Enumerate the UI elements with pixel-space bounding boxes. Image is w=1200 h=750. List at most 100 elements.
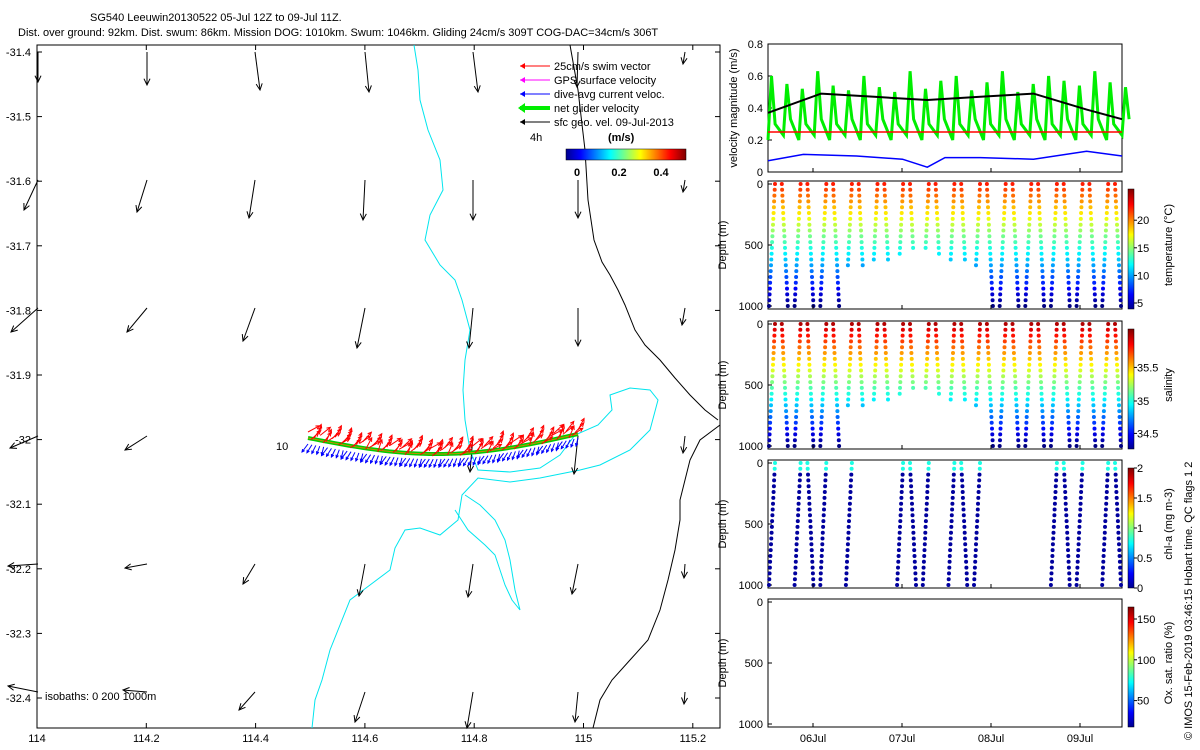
salinity-point: [998, 432, 1003, 437]
swim-arrow-head: [448, 436, 454, 442]
temperature-point: [1074, 298, 1079, 303]
chla-point: [965, 583, 970, 587]
salinity-point: [900, 327, 905, 332]
geo-arrow-head: [6, 683, 15, 691]
chla-point: [1048, 583, 1053, 587]
chla-point: [772, 472, 777, 477]
salinity-point: [936, 380, 941, 385]
swim-arrow: [538, 425, 545, 438]
temperature-point: [831, 187, 836, 192]
temperature-point: [1066, 286, 1071, 291]
swim-arrow-head: [449, 441, 454, 447]
chla-point: [1080, 466, 1085, 471]
temperature-point: [949, 234, 954, 239]
temperature-ytick-label: 1000: [739, 301, 763, 313]
salinity-point: [999, 415, 1004, 419]
temperature-point: [1078, 222, 1083, 227]
salinity-point: [1040, 415, 1045, 419]
salinity-point: [951, 345, 956, 350]
temperature-point: [1117, 269, 1122, 274]
temperature-point: [797, 199, 802, 204]
dac-arrow-head: [384, 461, 388, 466]
geo-arrow-head: [143, 78, 151, 87]
geo-arrow-head: [681, 697, 688, 706]
temperature-point: [1023, 304, 1028, 308]
salinity-point: [811, 438, 816, 443]
salinity-point: [933, 322, 938, 326]
legend-dac-arrowhead: [520, 91, 525, 97]
chla-point: [772, 466, 777, 471]
temperature-point: [780, 187, 785, 192]
salinity-point: [835, 403, 840, 408]
temperature-point: [848, 216, 853, 221]
chla-point: [1105, 472, 1110, 477]
swim-arrow-head: [318, 423, 323, 429]
salinity-point: [796, 374, 801, 379]
chla-point: [848, 495, 853, 500]
salinity-point: [1000, 391, 1005, 396]
temperature-point: [1089, 216, 1094, 221]
temperature-point: [783, 257, 788, 262]
geo-arrow: [254, 51, 261, 91]
salinity-point: [1037, 345, 1042, 350]
chla-point: [1066, 559, 1071, 564]
salinity-point: [1093, 438, 1098, 443]
temperature-point: [1025, 269, 1029, 274]
salinity-point: [820, 391, 825, 396]
temperature-point: [1039, 245, 1044, 250]
temperature-point: [911, 245, 916, 250]
chla-point: [846, 524, 851, 529]
temperature-point: [796, 216, 801, 221]
chla-point: [1062, 478, 1067, 483]
dac-arrow-head: [467, 462, 472, 467]
isobath-200m: [311, 44, 659, 729]
chla-point: [924, 507, 929, 512]
salinity-point: [1038, 362, 1043, 367]
salinity-point: [767, 444, 771, 448]
temperature-point: [785, 292, 790, 297]
salinity-point: [990, 438, 995, 443]
temperature-point: [885, 245, 890, 250]
chla-point: [823, 472, 828, 477]
salinity-point: [805, 327, 810, 332]
salinity-point: [798, 322, 803, 326]
dac-arrow: [321, 447, 328, 456]
salinity-point: [767, 426, 772, 431]
swim-arrow: [437, 439, 444, 453]
temperature-point: [818, 304, 823, 308]
temperature-point: [1076, 263, 1081, 268]
chla-point: [973, 548, 978, 553]
salinity-point: [952, 327, 957, 332]
chla-point: [770, 513, 775, 518]
dac-arrow-head: [374, 460, 378, 465]
salinity-point: [768, 415, 773, 419]
salinity-point: [1015, 415, 1020, 419]
swim-arrow: [459, 448, 472, 456]
salinity-point: [951, 333, 956, 338]
chla-point: [768, 548, 773, 553]
swim-arrow: [468, 436, 474, 449]
salinity-point: [807, 356, 812, 361]
series-net-velocity: [766, 71, 1131, 141]
temperature-point: [860, 251, 865, 256]
chla-point: [806, 484, 811, 489]
temperature-point: [1041, 280, 1045, 285]
dac-arrow-head: [340, 456, 345, 460]
salinity-point: [808, 380, 813, 385]
swim-arrow: [316, 424, 322, 437]
dac-arrow-head: [477, 461, 481, 465]
chla-point: [950, 501, 955, 506]
temperature-point: [899, 216, 904, 221]
chla-point: [1103, 519, 1108, 524]
temperature-point: [859, 228, 863, 233]
salinity-point: [977, 339, 982, 344]
swim-arrow: [356, 432, 363, 446]
salinity-point: [1114, 356, 1119, 361]
salinity-point: [821, 380, 826, 385]
salinity-point: [898, 368, 903, 373]
salinity-point: [988, 403, 993, 408]
geo-arrow: [468, 307, 474, 349]
salinity-point: [1040, 403, 1045, 408]
geo-arrow: [683, 691, 686, 705]
salinity-point: [883, 345, 888, 350]
